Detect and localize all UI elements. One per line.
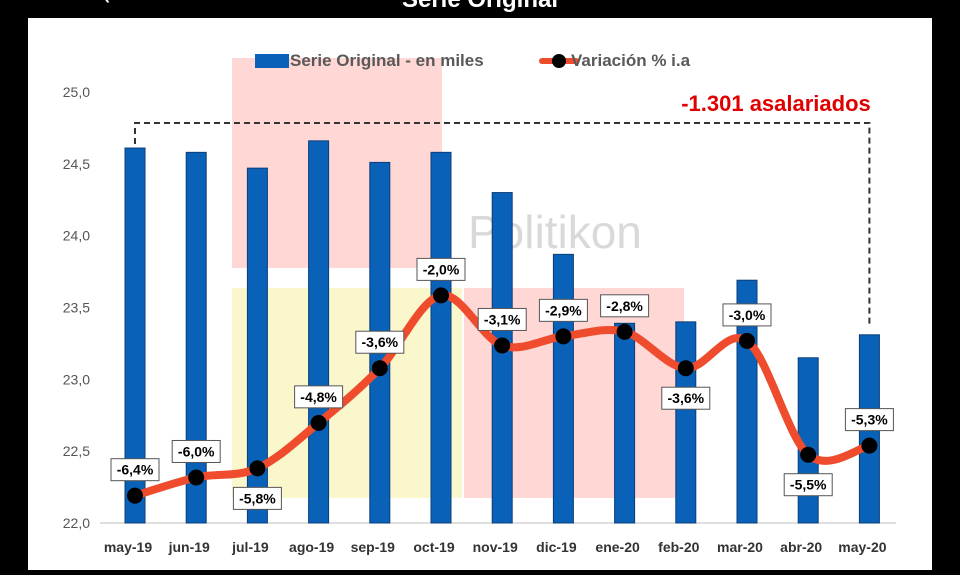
data-label: -3,6% (362, 334, 399, 350)
bar (246, 167, 268, 524)
x-tick-label: sep-19 (351, 539, 396, 555)
bar (614, 322, 636, 524)
x-tick-label: may-19 (104, 539, 152, 555)
data-label-box (844, 408, 894, 432)
x-axis: may-19 jun-19 jul-19 ago-19 sep-19 oct-19 nov-… (104, 539, 887, 555)
x-tick-label: mar-20 (717, 539, 763, 555)
chart-svg: Politikon 22,022,523,023,524,024,525,0 m… (63, 51, 896, 555)
y-axis: 22,0 22,5 23,0 23,5 24,0 24,5 25,0 (63, 84, 90, 531)
x-tick-label: nov-19 (473, 539, 518, 555)
bar (124, 147, 146, 524)
line-point (310, 414, 327, 431)
line-point (371, 360, 388, 377)
annotation: -1.301 asalariados (134, 91, 871, 327)
y-tick-label: 22,5 (63, 443, 90, 459)
legend: Serie Original - en miles Variación % i.… (255, 51, 691, 70)
bar (491, 192, 513, 524)
bar (430, 151, 452, 524)
x-tick-label: ene-20 (595, 539, 640, 555)
data-label: -3,0% (729, 307, 766, 323)
x-tick-label: may-20 (838, 539, 886, 555)
data-label: -3,6% (668, 390, 705, 406)
data-label-box (232, 486, 282, 510)
x-tick-label: dic-19 (536, 539, 577, 555)
x-tick-label: jun-19 (168, 539, 210, 555)
y-tick-label: 24,5 (63, 156, 90, 172)
y-tick-label: 22,0 (63, 515, 90, 531)
data-label: -5,5% (790, 477, 827, 493)
x-tick-label: jul-19 (231, 539, 269, 555)
line-point (739, 332, 755, 349)
data-label-box (294, 385, 344, 409)
bar (308, 140, 330, 524)
data-label-box (171, 439, 221, 463)
data-label: -5,3% (851, 412, 888, 428)
chart-title: Serie Original (0, 0, 960, 14)
line-point (494, 337, 511, 354)
legend-bar-label: Serie Original - en miles (290, 51, 484, 70)
bar (552, 253, 574, 524)
y-tick-label: 23,0 (63, 371, 90, 387)
line-point (555, 328, 572, 345)
data-label-box (477, 307, 527, 331)
x-tick-label: oct-19 (413, 539, 454, 555)
data-label-box (661, 386, 711, 410)
data-label: -6,0% (178, 443, 215, 459)
y-tick-label: 23,5 (63, 300, 90, 316)
line-point (677, 360, 694, 377)
legend-bar-swatch (255, 54, 289, 68)
data-label-box (783, 473, 833, 497)
data-label-box (538, 298, 588, 322)
annotation-bracket (134, 122, 871, 327)
line-series (127, 287, 878, 504)
data-label-box (600, 294, 650, 318)
x-tick-label: abr-20 (780, 539, 822, 555)
bar (675, 321, 697, 524)
line-point (800, 446, 817, 463)
legend-line-marker (552, 54, 566, 68)
line-point (616, 323, 633, 340)
line-point (127, 487, 143, 504)
y-tick-label: 25,0 (63, 84, 90, 100)
line-point (433, 287, 449, 304)
data-label-box (110, 458, 160, 482)
data-label: -3,1% (484, 311, 521, 327)
data-label-box (722, 303, 772, 327)
x-tick-label: feb-20 (658, 539, 699, 555)
data-label: -2,8% (606, 298, 643, 314)
line-point (861, 437, 878, 454)
annotation-text: -1.301 asalariados (681, 91, 871, 116)
line-point (249, 460, 266, 477)
data-label: -4,8% (300, 389, 337, 405)
bar (185, 151, 207, 524)
legend-line-label: Variación % i.a (571, 51, 691, 70)
data-label: -6,4% (117, 462, 154, 478)
corner-mark: ‹ (104, 0, 110, 9)
data-label: -2,0% (423, 261, 460, 277)
data-label: -2,9% (545, 302, 582, 318)
plot-area: Politikon 22,0 22,5 23,0 23,5 24,0 24,5 25,0 m… (28, 18, 932, 570)
x-tick-label: ago-19 (289, 539, 334, 555)
data-label-box (355, 330, 405, 354)
data-label: -5,8% (239, 490, 276, 506)
line-point (188, 469, 205, 486)
y-tick-label: 24,0 (63, 228, 90, 244)
data-label-box (416, 257, 466, 281)
data-labels: -6,4% -6,0% -5,8% -4,8% -3,6% -2,0% -3,1% -2,9%… (110, 257, 894, 510)
